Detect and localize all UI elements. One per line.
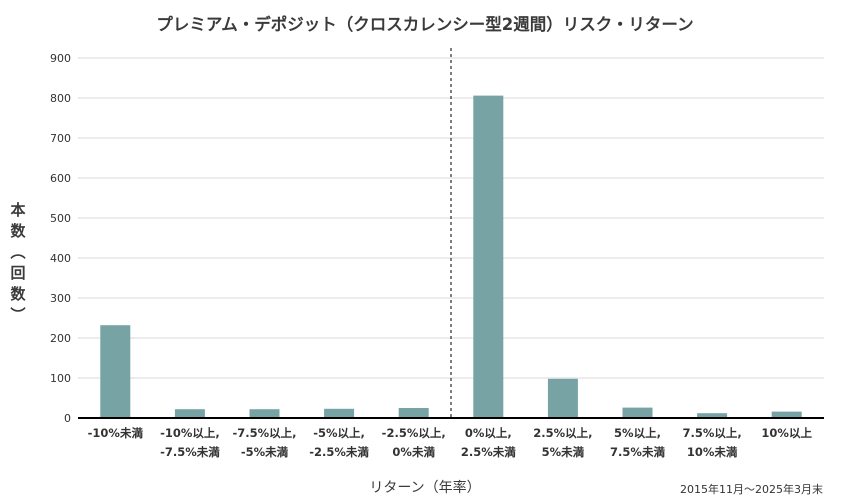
y-axis-label-char: 数 (10, 285, 26, 303)
x-tick-label: 10%以上 (761, 426, 812, 440)
x-tick-label-line: -2.5%未満 (309, 445, 369, 459)
bar (174, 409, 205, 418)
x-tick-label-line: -7.5%以上, (232, 426, 296, 440)
bar (473, 95, 504, 418)
y-tick-label: 200 (50, 332, 71, 345)
x-tick-label: -5%以上, -2.5%未満 (309, 426, 369, 459)
y-tick-label: 900 (50, 52, 71, 65)
bar (547, 378, 578, 418)
y-tick-label: 300 (50, 292, 71, 305)
bar (398, 408, 429, 418)
x-tick-label-line: 10%以上 (761, 426, 812, 440)
x-tick-label-line: 5%以上, (614, 426, 661, 440)
bar (622, 407, 653, 418)
y-tick-label: 800 (50, 92, 71, 105)
x-tick-label-line: 0%未満 (392, 445, 435, 459)
bar (324, 408, 355, 418)
x-tick-label: -10%以上, -7.5%未満 (160, 426, 220, 459)
x-tick-label-line: -10%未満 (88, 426, 144, 440)
y-axis-label-char: 回 (10, 264, 26, 282)
y-tick-label: 100 (50, 372, 71, 385)
y-tick-label: 600 (50, 172, 71, 185)
x-tick-label: 0%以上, 2.5%未満 (461, 426, 516, 459)
y-tick-labels: 0 100 200 300 400 500 600 700 800 900 (50, 52, 71, 425)
y-axis-label: 本数 ︵ 回数 ︶ (8, 200, 28, 326)
y-tick-label: 500 (50, 212, 71, 225)
bars (100, 95, 802, 418)
chart-title: プレミアム・デポジット（クロスカレンシー型2週間）リスク・リターン (156, 15, 694, 34)
x-tick-label-line: 10%未満 (687, 445, 738, 459)
y-axis-label-char: 本 (10, 201, 26, 219)
y-axis-label-char: 数 (10, 222, 26, 240)
y-tick-label: 700 (50, 132, 71, 145)
x-tick-label: -2.5%以上, 0%未満 (382, 426, 446, 459)
x-tick-label-line: -7.5%未満 (160, 445, 220, 459)
period-note: 2015年11月〜2025年3月末 (680, 483, 823, 496)
x-tick-label-line: 2.5%未満 (461, 445, 516, 459)
x-tick-label-line: 7.5%以上, (682, 426, 741, 440)
bar (697, 413, 728, 418)
x-tick-label-line: 7.5%未満 (610, 445, 665, 459)
x-tick-label-line: -10%以上, (160, 426, 220, 440)
x-axis-label: リターン（年率） (369, 480, 481, 496)
y-axis-label-char: ︶ (10, 306, 26, 324)
bar (249, 409, 280, 418)
x-tick-labels: -10%未満 -10%以上, -7.5%未満-7.5%以上, -5%未満-5%以上, -… (88, 426, 813, 459)
x-tick-label: 5%以上, 7.5%未満 (610, 426, 665, 459)
x-tick-label: -10%未満 (88, 426, 144, 440)
bar (100, 325, 131, 418)
y-tick-label: 400 (50, 252, 71, 265)
x-tick-label: 2.5%以上, 5%未満 (533, 426, 592, 459)
x-tick-label: 7.5%以上, 10%未満 (682, 426, 741, 459)
x-tick-label-line: 5%未満 (542, 445, 585, 459)
y-axis-label-char: ︵ (10, 243, 26, 261)
y-tick-label: 0 (64, 412, 71, 425)
bar (771, 411, 802, 418)
x-tick-label: -7.5%以上, -5%未満 (232, 426, 296, 459)
x-tick-label-line: 0%以上, (465, 426, 512, 440)
x-tick-label-line: 2.5%以上, (533, 426, 592, 440)
x-tick-label-line: -5%未満 (241, 445, 289, 459)
x-tick-label-line: -5%以上, (313, 426, 365, 440)
x-tick-label-line: -2.5%以上, (382, 426, 446, 440)
